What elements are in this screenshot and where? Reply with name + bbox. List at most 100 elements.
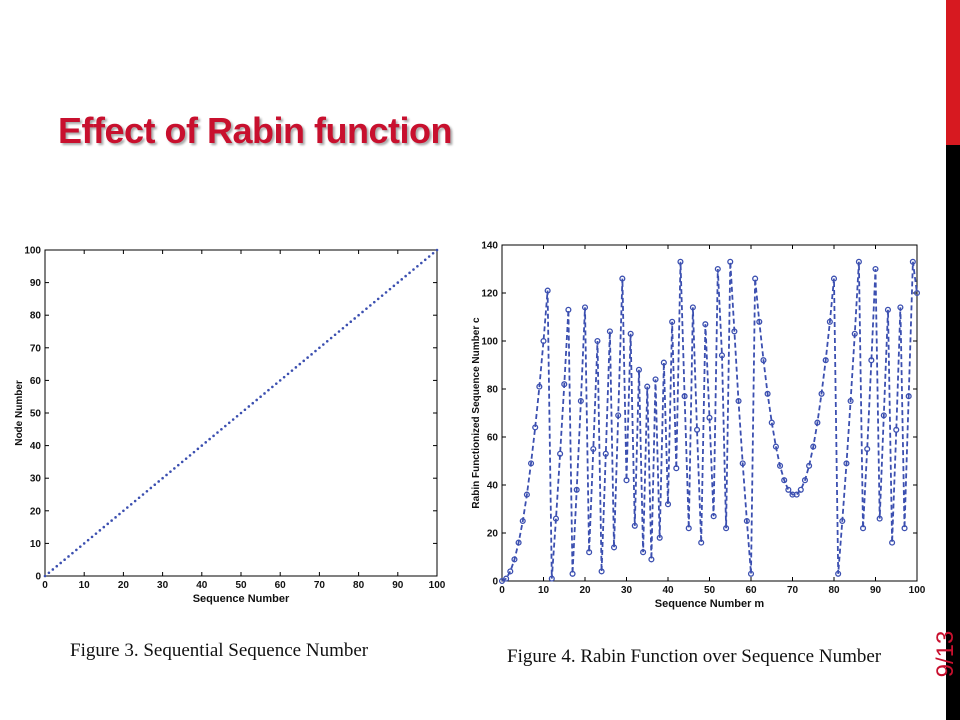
data-point: [876, 515, 883, 522]
data-point: [814, 419, 821, 426]
data-point: [752, 275, 759, 282]
data-point: [392, 284, 396, 288]
data-point: [880, 412, 887, 419]
data-point: [561, 381, 568, 388]
x-tick-label: 20: [118, 580, 130, 591]
y-tick-label: 10: [30, 539, 42, 550]
data-point: [169, 470, 172, 473]
data-point: [685, 525, 692, 532]
data-point: [801, 477, 808, 484]
data-point: [247, 405, 251, 408]
data-point: [274, 382, 278, 385]
data-point: [122, 509, 125, 513]
data-point: [243, 408, 247, 412]
data-point: [756, 318, 763, 325]
data-point: [396, 281, 400, 284]
data-point: [412, 268, 415, 271]
data-point: [149, 486, 153, 490]
x-tick-label: 40: [662, 585, 674, 596]
data-point: [333, 333, 337, 337]
x-tick-label: 10: [538, 585, 550, 596]
data-point: [681, 393, 688, 400]
y-tick-label: 100: [481, 337, 498, 348]
data-point: [420, 261, 423, 265]
data-point: [180, 460, 184, 464]
data-point: [329, 336, 333, 340]
data-point: [565, 306, 572, 313]
data-point: [806, 462, 813, 469]
data-point: [267, 388, 270, 392]
data-point: [718, 352, 725, 359]
data-point: [797, 486, 804, 493]
figure-4-caption: Figure 4. Rabin Function over Sequence N…: [507, 646, 882, 667]
data-point: [581, 304, 589, 311]
data-point: [184, 457, 188, 460]
data-point: [271, 385, 274, 389]
data-point: [776, 462, 784, 469]
x-tick-label: 30: [157, 580, 169, 591]
data-point: [251, 401, 255, 405]
y-tick-label: 120: [481, 289, 498, 300]
y-tick-label: 60: [487, 433, 499, 444]
data-point: [606, 328, 613, 335]
data-point: [239, 411, 243, 415]
data-point: [302, 359, 306, 363]
data-point: [255, 398, 258, 402]
data-point: [739, 460, 746, 467]
data-point: [839, 517, 846, 525]
x-tick-label: 30: [621, 585, 633, 596]
data-point: [768, 419, 775, 426]
data-point: [376, 297, 380, 301]
data-point: [286, 372, 290, 376]
data-point: [698, 539, 705, 546]
data-point: [557, 450, 564, 457]
data-point: [349, 320, 353, 324]
data-point: [727, 258, 734, 265]
data-point: [897, 304, 904, 311]
x-tick-label: 50: [704, 585, 716, 596]
x-tick-label: 40: [196, 580, 208, 591]
data-point: [723, 525, 730, 532]
data-point: [200, 444, 204, 447]
x-tick-label: 60: [745, 585, 757, 596]
slide-title: Effect of Rabin function: [58, 110, 452, 151]
data-point: [263, 392, 266, 395]
data-point: [536, 383, 543, 390]
data-point: [864, 445, 871, 453]
data-point: [640, 549, 647, 556]
data-point: [714, 265, 721, 273]
data-point: [851, 330, 858, 337]
data-point: [90, 535, 94, 539]
y-axis-label: Node Number: [14, 380, 25, 446]
data-point: [145, 489, 149, 493]
data-point: [610, 544, 618, 551]
data-point: [648, 556, 655, 563]
data-point: [540, 337, 547, 345]
data-point: [660, 359, 667, 366]
x-tick-label: 0: [499, 585, 505, 596]
data-point: [523, 491, 530, 498]
data-point: [590, 445, 597, 453]
data-point: [818, 390, 825, 397]
y-tick-label: 30: [30, 474, 42, 485]
data-point: [664, 501, 672, 508]
data-point: [388, 287, 392, 291]
data-point: [826, 318, 833, 325]
data-point: [772, 443, 779, 450]
x-tick-label: 70: [314, 580, 326, 591]
data-point: [573, 486, 580, 493]
data-point: [322, 343, 325, 346]
data-point: [357, 313, 360, 317]
x-tick-label: 70: [787, 585, 799, 596]
data-point: [627, 330, 634, 337]
data-point: [341, 326, 345, 330]
data-point: [631, 522, 638, 529]
data-point: [196, 447, 200, 451]
x-tick-label: 10: [79, 580, 91, 591]
data-point: [548, 575, 555, 582]
data-point: [224, 424, 227, 428]
data-point: [735, 397, 742, 405]
data-point: [764, 390, 771, 397]
data-point: [431, 251, 435, 255]
data-point: [227, 421, 231, 425]
